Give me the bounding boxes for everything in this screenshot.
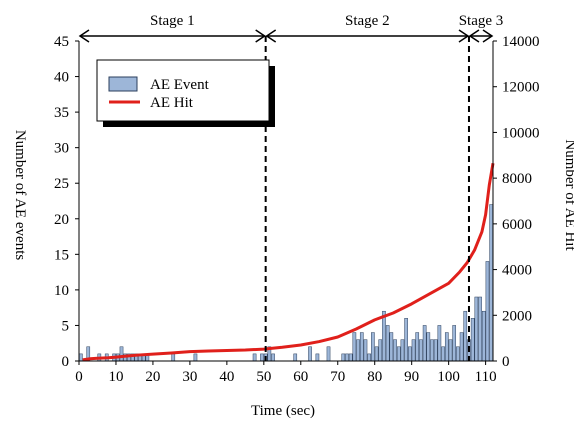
y-left-tick-label: 20 — [54, 212, 69, 228]
ae-event-bar — [367, 353, 371, 362]
x-tick-label: 60 — [293, 369, 308, 385]
ae-event-bar — [385, 325, 390, 362]
y-left-tick-label: 30 — [54, 141, 69, 157]
y-right-tick-label: 12000 — [502, 80, 540, 96]
ae-event-bar — [393, 339, 397, 362]
ae-event-bar — [470, 318, 475, 362]
ae-event-bar — [430, 339, 434, 362]
y-right-tick-label: 10000 — [502, 125, 540, 141]
y-axis-left-title: Number of AE events — [12, 130, 28, 261]
x-tick-label: 50 — [256, 369, 271, 385]
ae-event-bar — [382, 310, 386, 362]
stage-arrowhead-left — [265, 29, 277, 43]
x-tick-label: 10 — [108, 369, 123, 385]
x-tick-label: 30 — [182, 369, 197, 385]
ae-hit-line — [82, 163, 495, 362]
ae-event-bar — [252, 353, 257, 362]
ae-event-bar — [419, 339, 423, 362]
ae-event-bar — [378, 339, 383, 362]
ae-event-bar — [363, 339, 368, 362]
y-right-tick-label: 2000 — [502, 308, 532, 324]
legend-swatch-ae-event — [108, 76, 138, 92]
ae-event-bar — [308, 346, 312, 362]
ae-event-bar — [293, 353, 298, 362]
ae-event-bar — [415, 332, 420, 362]
ae-event-bar — [478, 296, 482, 362]
y-left-tick-label: 45 — [54, 34, 69, 50]
y-right-tick-label: 0 — [502, 354, 510, 370]
ae-event-bar — [441, 346, 445, 362]
ae-event-bar — [411, 339, 416, 362]
legend-label-ae-event: AE Event — [150, 77, 210, 93]
ae-event-bar — [489, 204, 493, 362]
ae-event-bar — [119, 346, 124, 362]
legend: AE Event AE Hit — [96, 59, 275, 127]
ae-event-bar — [315, 353, 320, 362]
ae-event-bar — [485, 261, 490, 362]
y-left-tick-label: 10 — [54, 283, 69, 299]
legend-label-ae-hit: AE Hit — [150, 95, 194, 111]
x-tick-label: 20 — [145, 369, 160, 385]
stage-arrowhead-left — [78, 29, 90, 43]
ae-event-bar — [356, 339, 360, 362]
ae-event-bar — [348, 353, 353, 362]
ae-event-bar — [341, 353, 346, 362]
x-tick-label: 80 — [367, 369, 382, 385]
x-tick-label: 90 — [404, 369, 419, 385]
y-right-tick-label: 6000 — [502, 217, 532, 233]
ae-event-bar — [271, 353, 275, 362]
ae-event-bar — [481, 310, 486, 362]
ae-event-bar — [463, 310, 468, 362]
y-left-tick-label: 0 — [62, 354, 70, 370]
x-tick-label: 70 — [330, 369, 345, 385]
ae-event-bar — [474, 296, 479, 362]
y-left-tick-label: 35 — [54, 105, 69, 121]
ae-event-bar — [359, 332, 364, 362]
stage-label: Stage 3 — [459, 13, 504, 29]
y-left-tick-label: 40 — [54, 70, 69, 86]
ae-event-bar — [171, 353, 176, 362]
stage-arrowhead-right — [458, 29, 470, 43]
y-left-tick-label: 25 — [54, 176, 69, 192]
ae-event-bar — [452, 325, 457, 362]
ae-event-bar — [193, 353, 198, 362]
x-tick-label: 110 — [475, 369, 497, 385]
ae-event-bar — [448, 339, 453, 362]
stage-arrowhead-right — [482, 29, 494, 43]
ae-event-bar — [396, 346, 401, 362]
ae-event-bar — [422, 325, 427, 362]
ae-event-bar — [371, 332, 375, 362]
y-right-tick-label: 14000 — [502, 34, 540, 50]
x-axis-title: Time (sec) — [251, 403, 315, 419]
ae-event-bar — [456, 346, 460, 362]
ae-event-bar — [459, 332, 464, 362]
y-right-tick-label: 4000 — [502, 263, 532, 279]
stage-arrowhead-left — [468, 29, 480, 43]
ae-event-bar — [408, 346, 412, 362]
ae-event-bar — [345, 353, 349, 362]
y-axis-right-title: Number of AE Hit — [562, 139, 574, 251]
ae-event-bar — [352, 332, 357, 362]
ae-event-bar — [404, 318, 408, 362]
ae-event-bar — [326, 346, 331, 362]
x-tick-label: 40 — [219, 369, 234, 385]
stage-label: Stage 2 — [345, 13, 390, 29]
ae-event-bar — [374, 346, 379, 362]
ae-event-bar — [389, 332, 394, 362]
ae-event-bar — [260, 353, 264, 362]
ae-event-bar — [437, 325, 442, 362]
x-tick-label: 0 — [75, 369, 83, 385]
x-tick-label: 100 — [437, 369, 460, 385]
ae-event-bar — [79, 353, 83, 362]
stage-label: Stage 1 — [150, 13, 195, 29]
ae-event-bar — [400, 339, 405, 362]
ae-event-bar — [426, 332, 431, 362]
y-right-tick-label: 8000 — [502, 171, 532, 187]
ae-event-bar — [444, 332, 449, 362]
y-left-tick-label: 5 — [62, 318, 70, 334]
y-left-tick-label: 15 — [54, 247, 69, 263]
ae-event-bar — [433, 339, 438, 362]
stage-arrowhead-right — [255, 29, 267, 43]
